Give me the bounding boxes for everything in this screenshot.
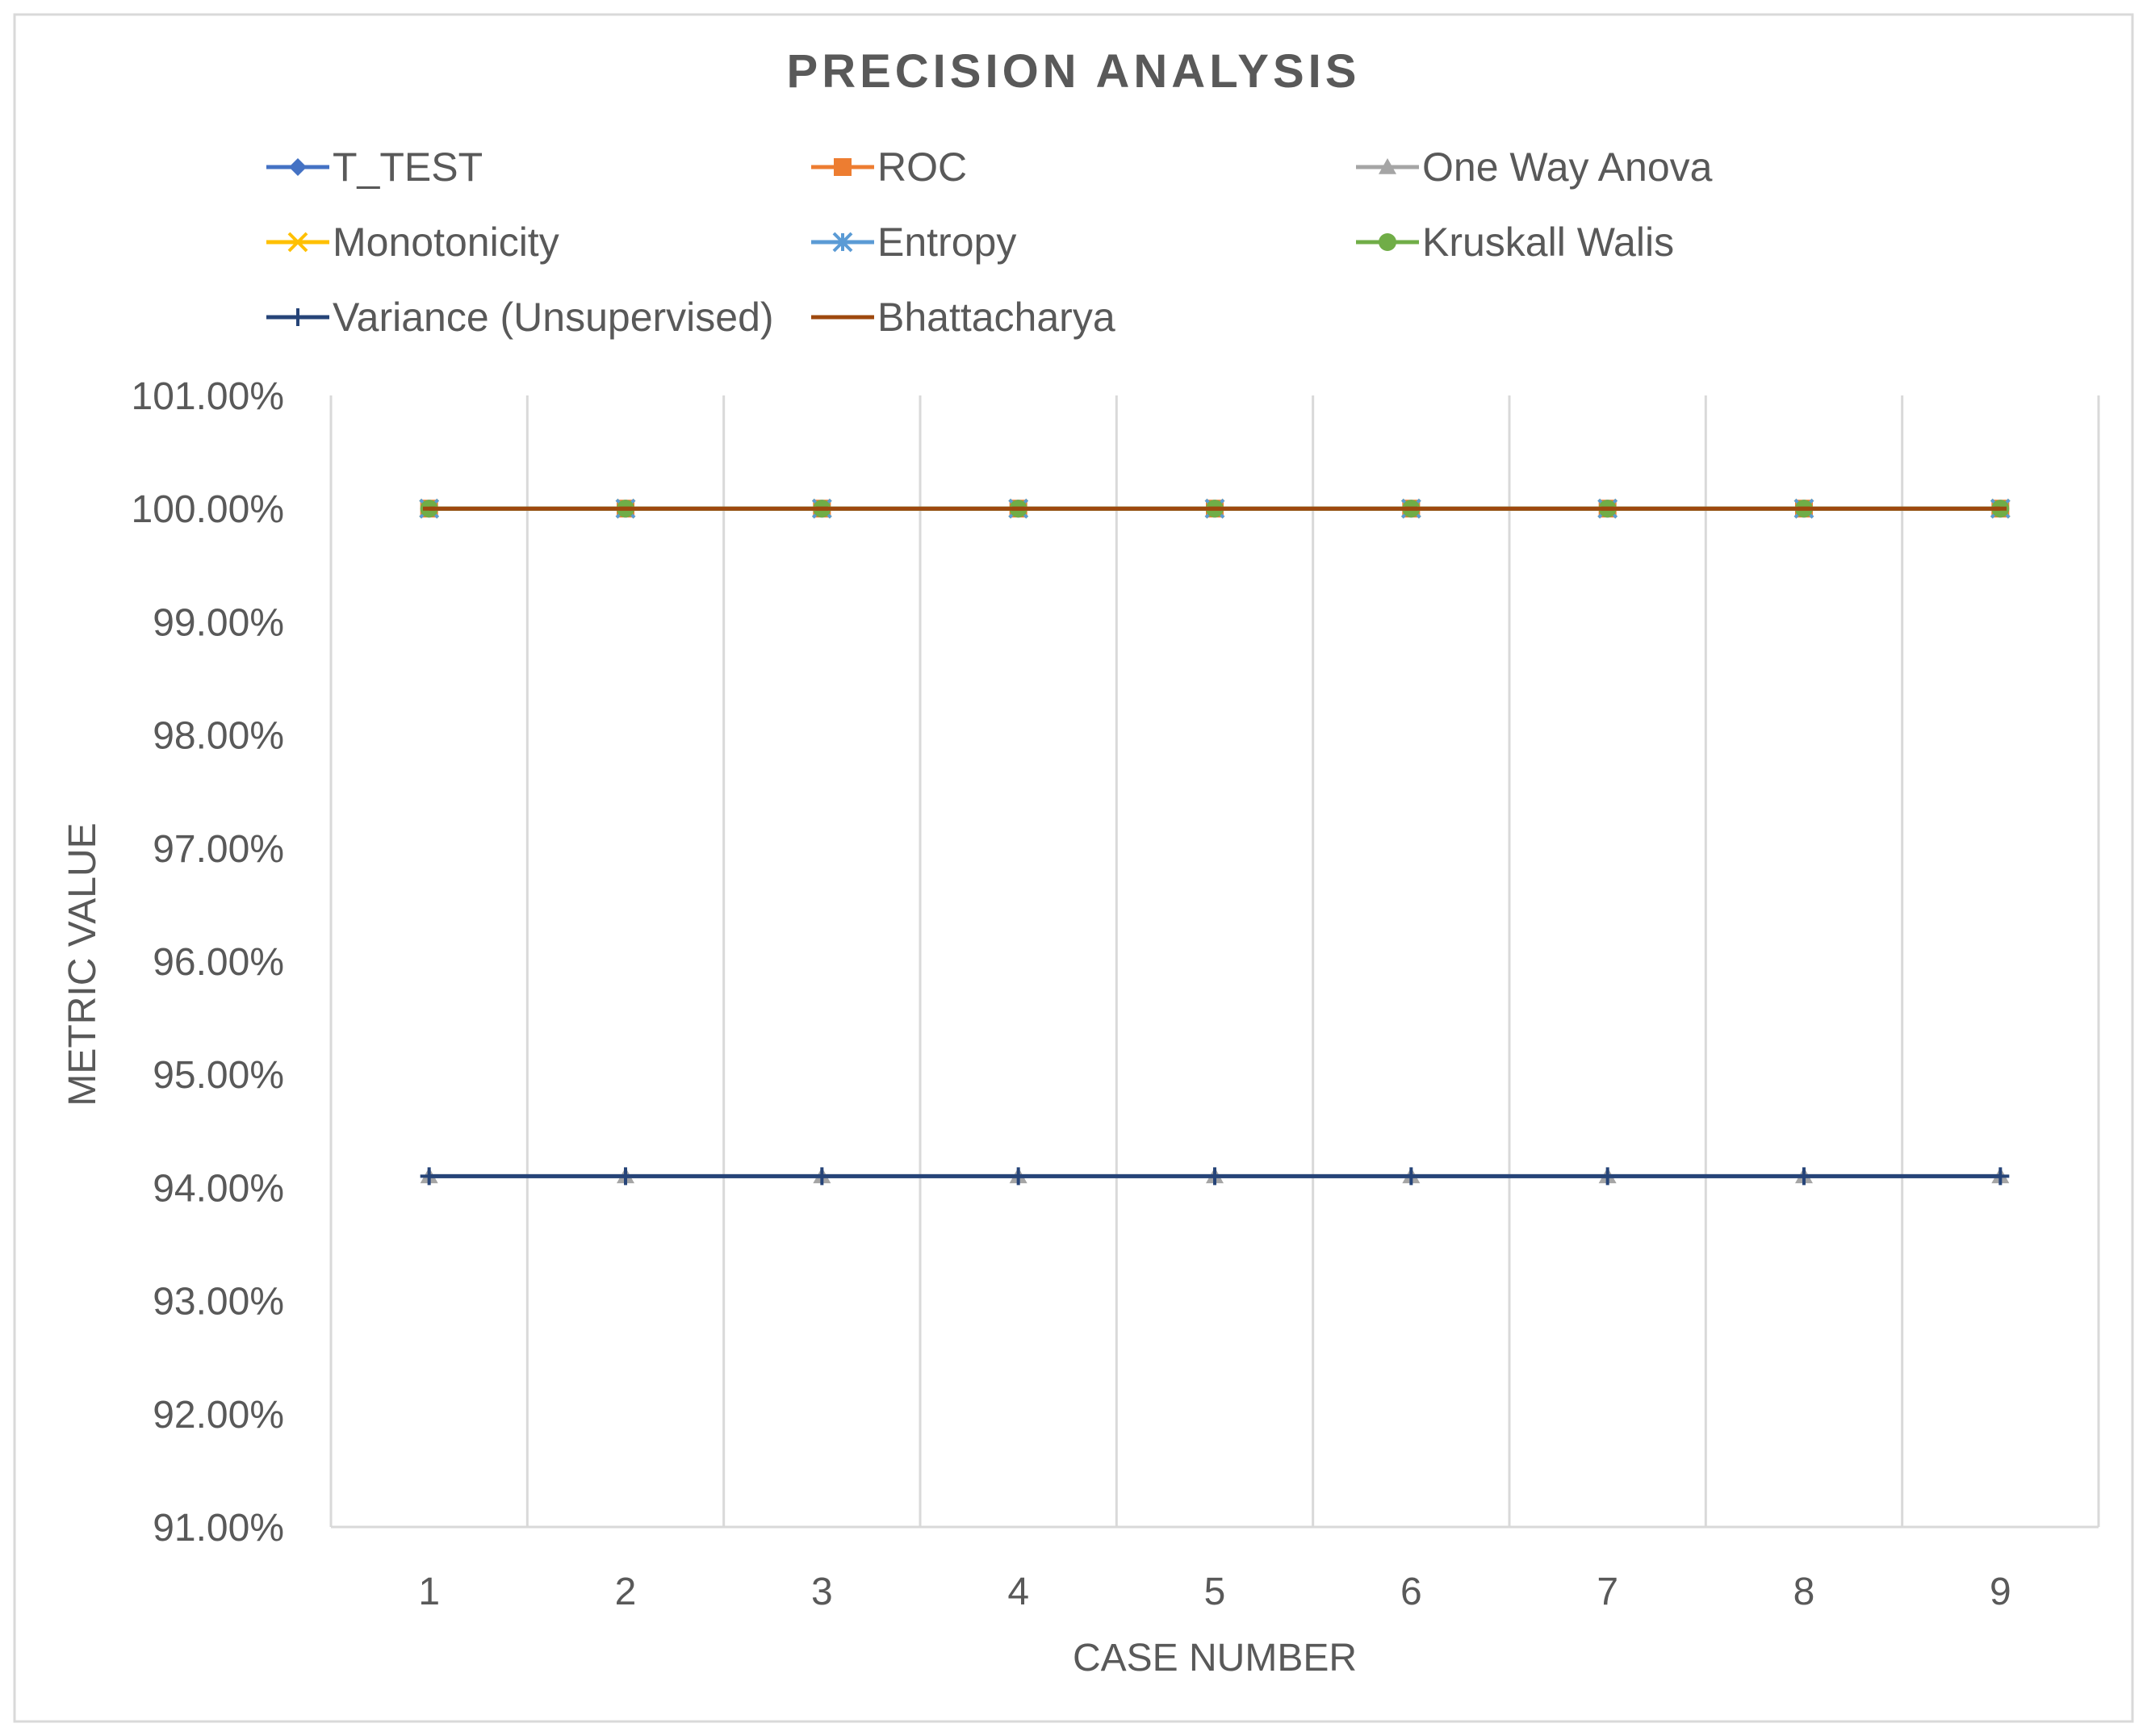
data-point	[1598, 1167, 1617, 1186]
x-tick-label: 7	[1597, 1571, 1618, 1613]
legend-label: T_TEST	[333, 144, 483, 190]
chart-border	[13, 13, 2134, 1723]
y-tick-label: 94.00%	[153, 1167, 284, 1210]
y-tick-label: 92.00%	[153, 1394, 284, 1437]
legend-entry: One Way Anova	[1356, 144, 1713, 190]
data-point	[813, 1167, 831, 1186]
legend-entry: Bhattacharya	[811, 295, 1115, 340]
y-axis-label: METRIC VALUE	[61, 822, 104, 1106]
data-point	[1206, 1167, 1224, 1186]
data-point	[1402, 1167, 1421, 1186]
legend-label: Bhattacharya	[877, 295, 1115, 340]
legend-entry: T_TEST	[266, 144, 483, 190]
y-tick-label: 99.00%	[153, 601, 284, 644]
data-point	[617, 1167, 634, 1186]
x-tick-label: 9	[1990, 1571, 2011, 1613]
legend-marker	[1379, 233, 1396, 251]
y-tick-label: 97.00%	[153, 828, 284, 871]
data-point	[1795, 1167, 1813, 1186]
series-variance-unsupervised	[420, 1167, 2010, 1186]
y-tick-label: 100.00%	[132, 488, 285, 531]
y-tick-label: 91.00%	[153, 1507, 284, 1550]
legend-marker	[1379, 158, 1396, 174]
plot-area	[419, 498, 2011, 1186]
x-tick-label: 8	[1793, 1571, 1815, 1613]
x-tick-label: 3	[811, 1571, 833, 1613]
x-tick-label: 4	[1007, 1571, 1029, 1613]
legend-label: Kruskall Walis	[1422, 220, 1674, 265]
x-tick-label: 1	[418, 1571, 440, 1613]
data-point	[420, 1167, 438, 1186]
y-tick-label: 93.00%	[153, 1281, 284, 1324]
legend: T_TEST ROC One Way Anova Monotonicity Entrop…	[266, 144, 1713, 340]
x-tick-label: 6	[1400, 1571, 1422, 1613]
legend-entry: Kruskall Walis	[1356, 220, 1674, 265]
gridlines	[329, 395, 2100, 1529]
legend-marker	[289, 158, 307, 176]
y-tick-label: 96.00%	[153, 941, 284, 984]
legend-marker	[287, 232, 308, 253]
y-tick-label: 98.00%	[153, 715, 284, 758]
legend-label: Variance (Unsupervised)	[333, 295, 774, 340]
x-tick-label: 2	[615, 1571, 637, 1613]
legend-marker	[834, 158, 852, 176]
x-axis-label: CASE NUMBER	[1073, 1637, 1357, 1680]
legend-entry: ROC	[811, 144, 967, 190]
x-axis: 1 2 3 4 5 6 7 8 9	[418, 1571, 2011, 1613]
y-axis: 91.00% 92.00% 93.00% 94.00% 95.00% 96.00% 97.0…	[132, 375, 285, 1550]
data-point	[1991, 1167, 2010, 1186]
y-tick-label: 95.00%	[153, 1054, 284, 1097]
data-point	[1009, 1167, 1027, 1186]
legend-entry: Monotonicity	[266, 220, 559, 265]
legend-entry: Entropy	[811, 220, 1016, 265]
chart-title: PRECISION ANALYSIS	[787, 45, 1361, 98]
legend-label: ROC	[877, 144, 967, 190]
legend-label: Monotonicity	[333, 220, 559, 265]
legend-label: One Way Anova	[1422, 144, 1713, 190]
legend-entry: Variance (Unsupervised)	[266, 295, 774, 340]
legend-label: Entropy	[877, 220, 1016, 265]
legend-marker	[832, 232, 853, 253]
y-tick-label: 101.00%	[132, 375, 285, 418]
legend-marker	[289, 308, 307, 326]
x-tick-label: 5	[1204, 1571, 1226, 1613]
